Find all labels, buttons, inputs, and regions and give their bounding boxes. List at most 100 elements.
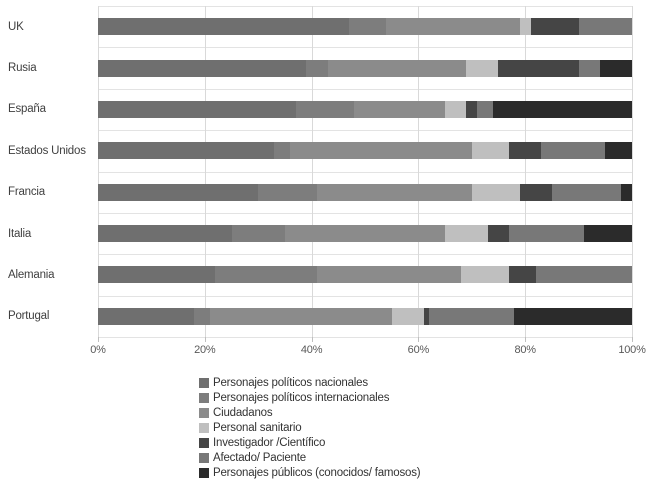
bar-row (98, 266, 632, 284)
bar-segment (509, 225, 584, 243)
bar-segment (194, 307, 211, 325)
category-label: Rusia (8, 62, 37, 75)
bar-segment (98, 18, 349, 36)
bar-segment (215, 266, 317, 284)
category-label: Italia (8, 227, 32, 240)
bar-segment (583, 225, 632, 243)
bar-segment (519, 183, 552, 201)
v-gridline (98, 6, 99, 337)
bar-segment (98, 183, 259, 201)
category-label: España (8, 103, 46, 116)
bar-segment (477, 100, 494, 118)
x-tick-mark (525, 337, 527, 342)
bar-row (98, 307, 632, 325)
x-tick-mark (204, 337, 206, 342)
h-gridline (98, 337, 632, 338)
bar-segment (284, 225, 446, 243)
bar-segment (471, 183, 520, 201)
h-gridline (98, 130, 632, 132)
legend-swatch (199, 377, 209, 388)
legend-item: Personajes públicos (conocidos/ famosos) (199, 465, 421, 480)
bar-segment (316, 183, 472, 201)
bar-segment (423, 307, 430, 325)
bar-segment (530, 18, 579, 36)
bar-segment (471, 142, 510, 160)
legend-label: Ciudadanos (213, 406, 273, 419)
category-label: Portugal (8, 310, 50, 323)
h-gridline (98, 47, 632, 49)
bar-segment (98, 100, 296, 118)
bar-segment (514, 307, 632, 325)
bar-segment (98, 142, 275, 160)
legend-item: Investigador /Científico (199, 435, 420, 450)
bar-segment (466, 100, 478, 118)
bar-segment (487, 225, 510, 243)
bar-segment (429, 307, 515, 325)
bar-segment (445, 100, 467, 118)
bar-segment (98, 307, 195, 325)
bar-row (98, 18, 632, 36)
bar-segment (98, 225, 232, 243)
x-tick-label: 100% (618, 344, 646, 356)
bar-segment (605, 142, 632, 160)
legend-item: Personal sanitario (199, 420, 420, 435)
legend-swatch (199, 452, 209, 463)
x-tick-mark (98, 337, 99, 342)
bar-segment (316, 266, 462, 284)
category-label: Estados Unidos (8, 144, 86, 157)
bar-segment (327, 59, 467, 77)
legend-item: Personajes políticos internacionales (199, 390, 420, 405)
x-tick-label: 60% (407, 344, 430, 356)
bar-segment (258, 183, 317, 201)
bar-segment (98, 59, 307, 77)
h-gridline (98, 171, 632, 173)
legend-item: Personajes políticos nacionales (199, 375, 420, 390)
legend-label: Personajes políticos nacionales (213, 376, 368, 389)
bar-segment (210, 307, 392, 325)
h-gridline (98, 254, 632, 256)
bar-segment (509, 142, 542, 160)
bar-row (98, 183, 632, 201)
legend-swatch (199, 437, 209, 448)
bar-row (98, 225, 632, 243)
x-tick-label: 80% (514, 344, 536, 356)
bar-row (98, 142, 632, 160)
legend-swatch (199, 467, 209, 478)
legend: Personajes políticos nacionales Personaje… (199, 375, 421, 480)
x-tick-mark (418, 337, 420, 342)
bar-segment (466, 59, 499, 77)
legend-label: Personajes públicos (conocidos/ famosos) (213, 466, 421, 479)
bar-segment (348, 18, 387, 36)
bar-segment (541, 142, 606, 160)
bar-segment (599, 59, 632, 77)
bar-segment (274, 142, 291, 160)
x-tick-label: 20% (194, 344, 216, 356)
bar-segment (493, 100, 632, 118)
h-gridline (98, 212, 632, 214)
legend-swatch (199, 407, 209, 418)
category-label: Francia (8, 186, 45, 199)
x-tick-label: 0% (90, 344, 106, 356)
category-label: UK (8, 20, 24, 33)
legend-label: Personajes políticos internacionales (213, 391, 390, 404)
bar-segment (551, 183, 622, 201)
v-gridline (311, 6, 313, 337)
bar-segment (306, 59, 328, 77)
v-gridline (418, 6, 420, 337)
bar-segment (578, 18, 632, 36)
bar-segment (295, 100, 355, 118)
bar-segment (461, 266, 510, 284)
bar-segment (98, 266, 216, 284)
bar-segment (231, 225, 285, 243)
legend-label: Investigador /Científico (213, 436, 326, 449)
bar-segment (386, 18, 520, 36)
h-gridline (98, 295, 632, 297)
bar-segment (621, 183, 632, 201)
bar-segment (498, 59, 579, 77)
bar-segment (578, 59, 600, 77)
legend-label: Afectado/ Paciente (213, 451, 306, 464)
v-gridline (632, 6, 633, 337)
bar-row (98, 59, 632, 77)
bar-segment (391, 307, 424, 325)
bar-segment (445, 225, 488, 243)
